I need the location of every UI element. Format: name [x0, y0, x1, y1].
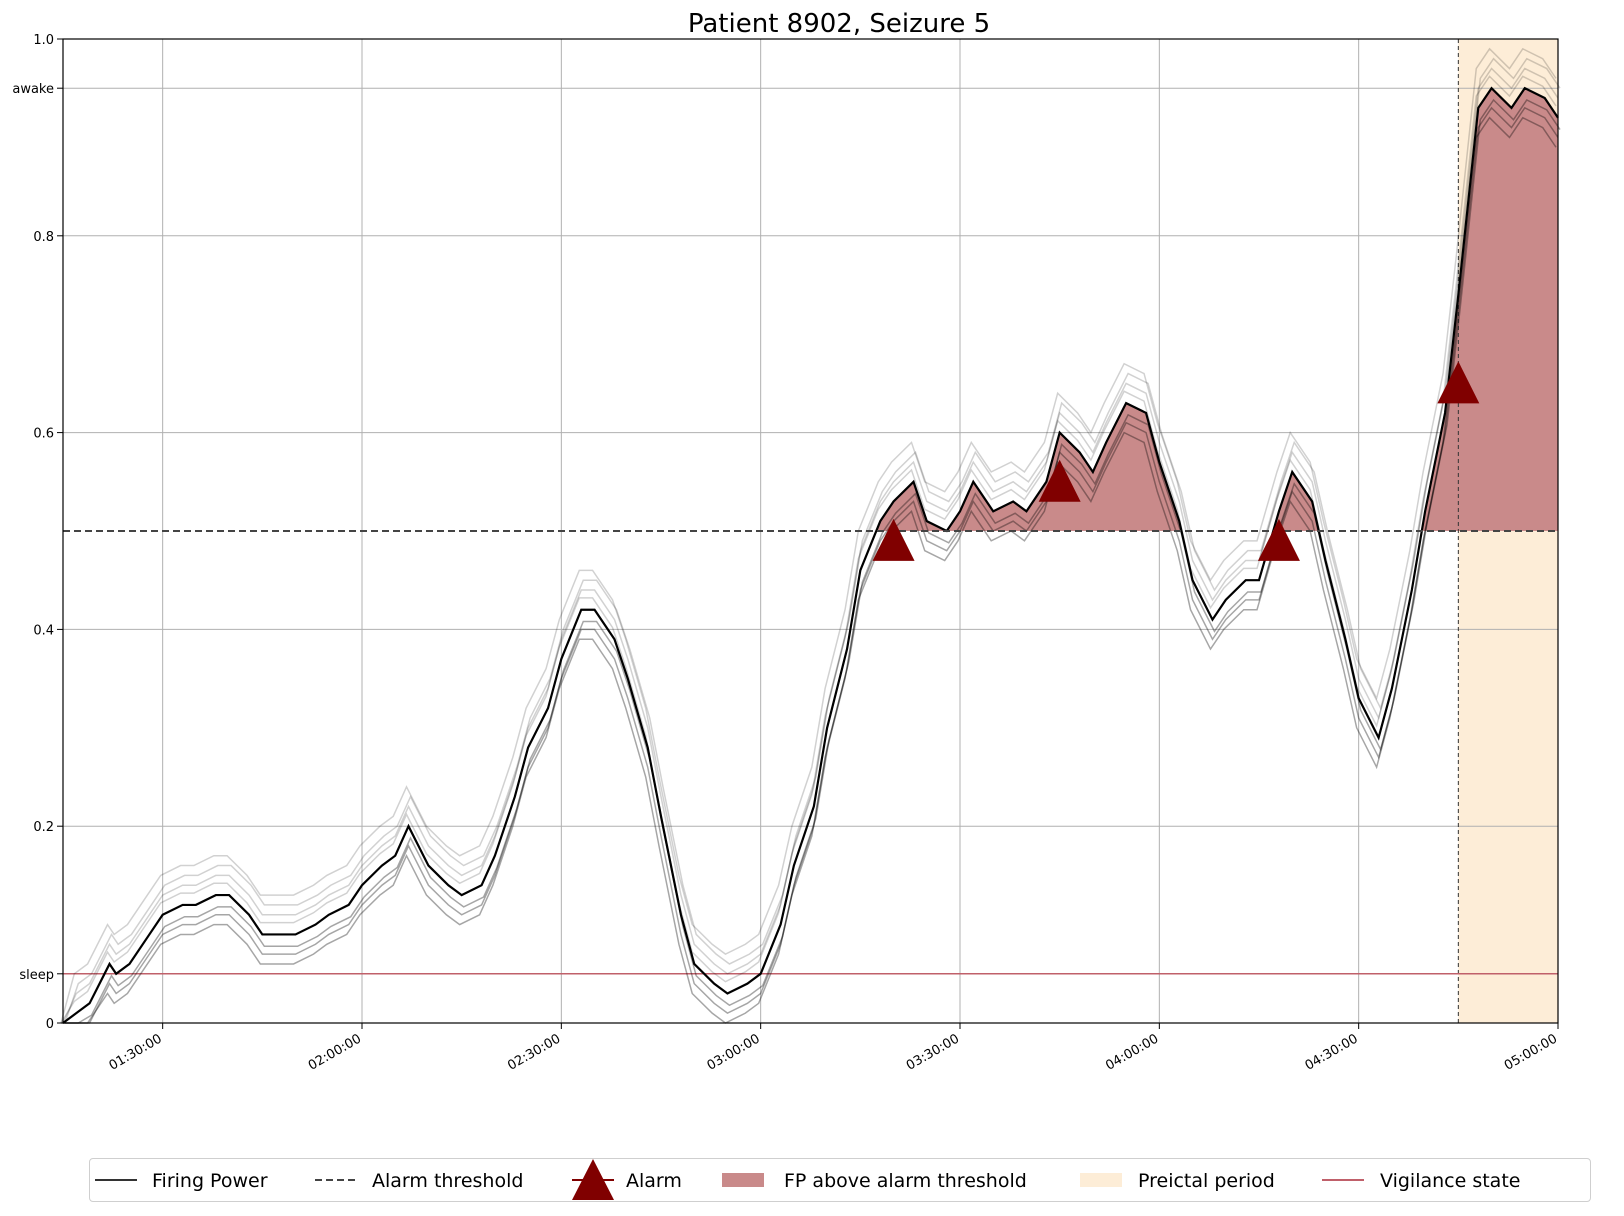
firing-power-trace: [65, 98, 1561, 1024]
x-tick-label: 02:30:00: [505, 1031, 563, 1073]
plot-frame: [62, 38, 1559, 1024]
y-tick-label: awake: [12, 82, 54, 97]
legend-label: Vigilance state: [1380, 1170, 1520, 1192]
y-tick-label: 0.2: [33, 820, 54, 835]
firing-power-trace: [60, 75, 1557, 1024]
y-tick-label: 1.0: [33, 33, 54, 48]
x-tick-label: 02:00:00: [306, 1031, 364, 1073]
alarm-marker: [1437, 361, 1480, 404]
firing-power-line: [62, 86, 1559, 1024]
x-tick-label: 01:30:00: [107, 1031, 165, 1073]
plot-area: 01:30:00 02:00:00 02:30:00 03:00:00 03:30:00…: [12, 33, 1561, 1074]
alarm-marker: [872, 518, 915, 561]
fp-above-threshold-fill: [876, 88, 1558, 531]
x-tick-label: 04:30:00: [1303, 1031, 1361, 1073]
alarm-marker: [1257, 518, 1300, 561]
legend-swatch-fill: [722, 1173, 764, 1187]
chart-title: Patient 8902, Seizure 5: [688, 9, 990, 39]
y-tick-label: 0.4: [33, 623, 54, 638]
firing-power-trace: [64, 57, 1561, 1024]
y-tick-label: 0.6: [33, 427, 54, 442]
alarm-marker: [1038, 459, 1081, 502]
firing-power-trace: [60, 47, 1557, 1024]
x-tick-label: 04:00:00: [1103, 1031, 1161, 1073]
legend-label: Alarm: [626, 1170, 682, 1192]
legend-swatch-preictal: [1080, 1173, 1122, 1187]
legend-label: Alarm threshold: [372, 1170, 523, 1192]
legend-label: FP above alarm threshold: [784, 1170, 1027, 1192]
firing-power-trace: [62, 67, 1559, 1024]
legend: Firing Power Alarm threshold Alarm FP above…: [89, 1158, 1591, 1202]
legend-items: Firing Power Alarm threshold Alarm FP above…: [95, 1159, 1520, 1200]
y-tick-label: 0.8: [33, 230, 54, 245]
firing-power-trace: [63, 106, 1559, 1024]
legend-label: Firing Power: [152, 1170, 268, 1192]
legend-label: Preictal period: [1138, 1170, 1275, 1192]
legend-swatch-alarm: [572, 1159, 614, 1200]
x-tick-label: 03:00:00: [705, 1031, 763, 1073]
x-tick-label: 03:30:00: [904, 1031, 962, 1073]
firing-power-trace: [61, 116, 1557, 1024]
y-tick-label: sleep: [19, 968, 54, 983]
x-tick-label: 05:00:00: [1502, 1031, 1560, 1073]
y-tick-label: 0: [46, 1017, 54, 1032]
